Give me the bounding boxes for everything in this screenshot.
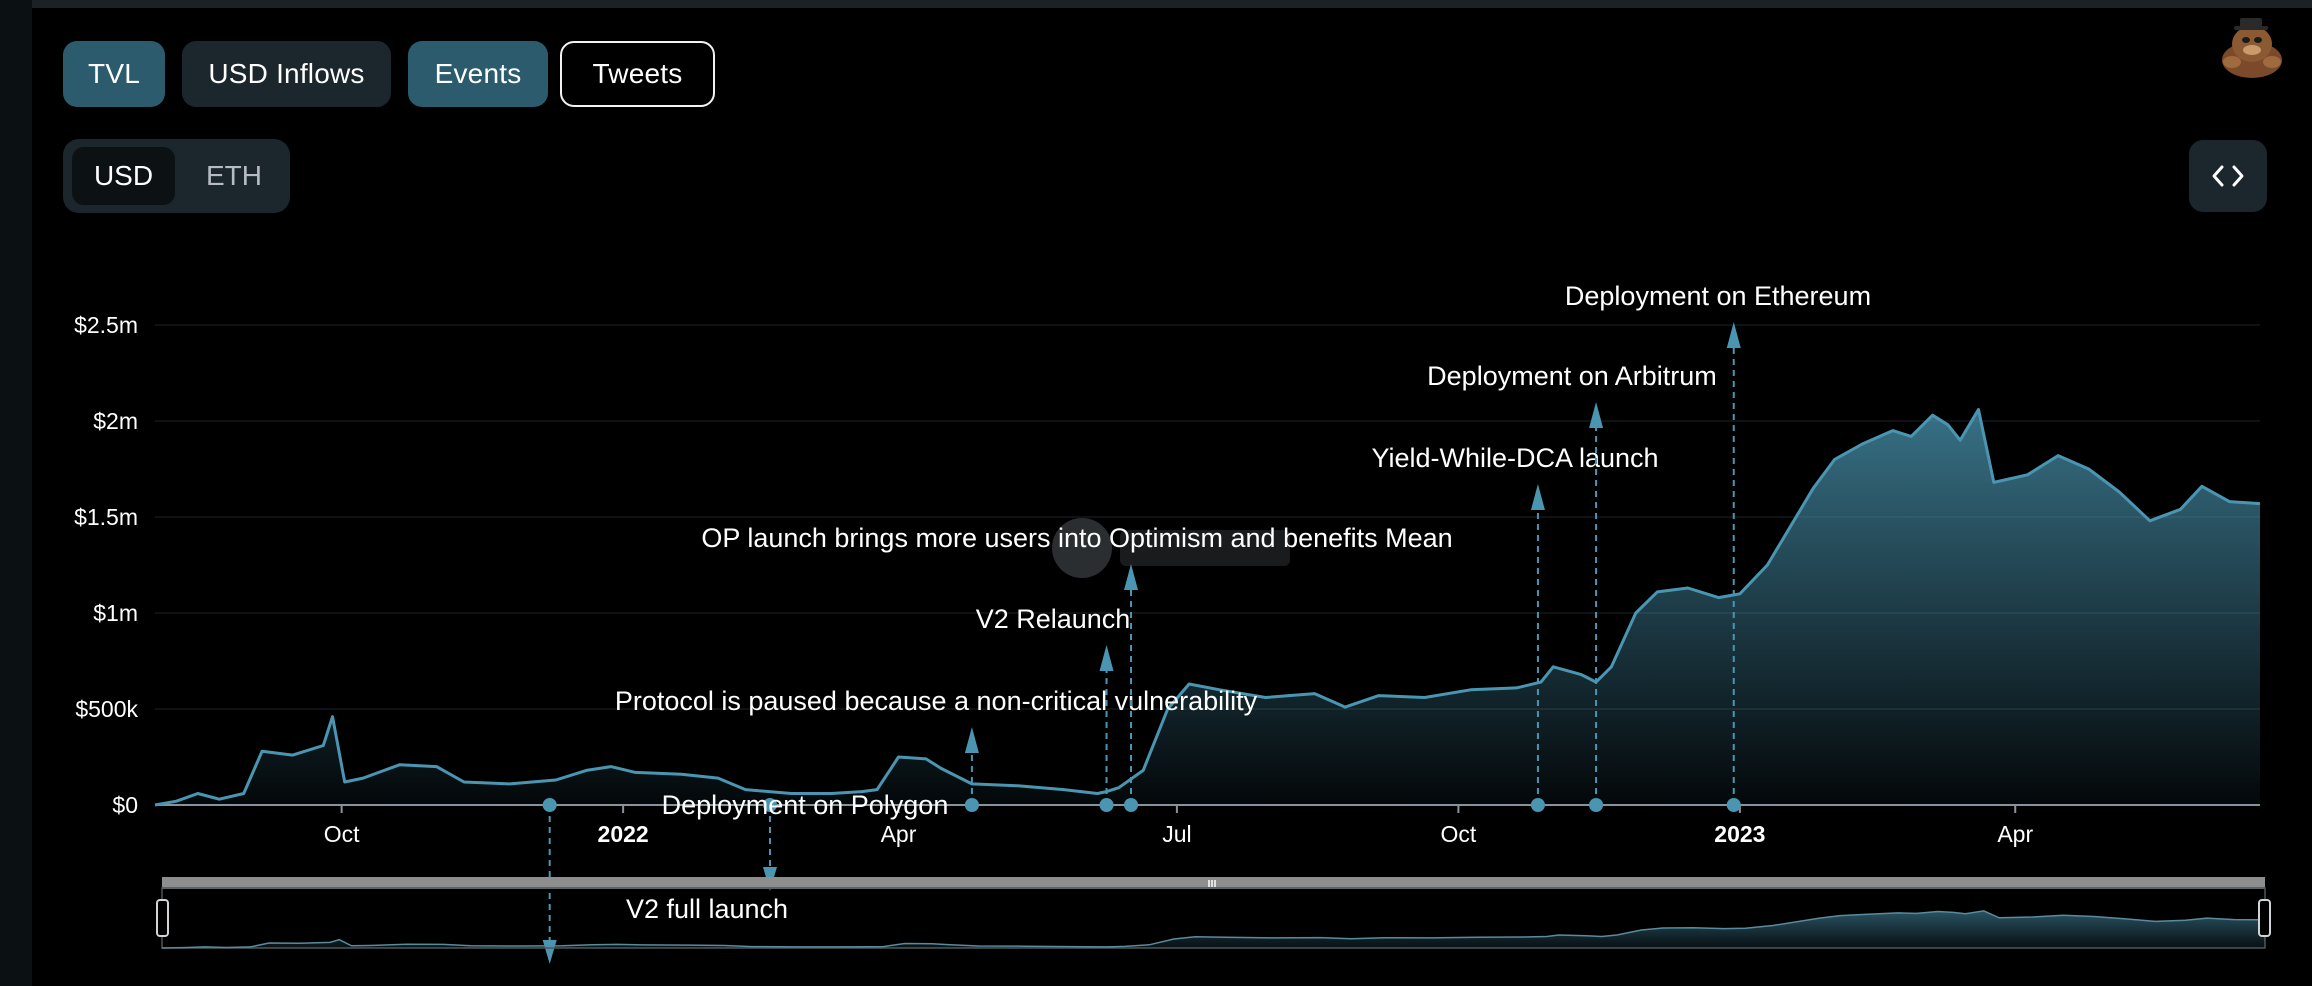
zoom-bar bbox=[162, 877, 2265, 889]
x-tick-label: 2022 bbox=[598, 821, 649, 847]
toggle-usd[interactable]: USD bbox=[72, 147, 175, 205]
toggle-eth[interactable]: ETH bbox=[206, 160, 262, 191]
event-dot bbox=[1124, 798, 1139, 812]
x-tick-label: Jul bbox=[1162, 821, 1191, 847]
event-marker: OP launch brings more users into Optimis… bbox=[701, 523, 1453, 812]
event-label: Deployment on Polygon bbox=[662, 790, 949, 820]
x-tick-label: Oct bbox=[1440, 821, 1476, 847]
y-tick-label: $500k bbox=[75, 696, 138, 722]
tvl-series bbox=[154, 408, 2261, 807]
event-label: Yield-While-DCA launch bbox=[1371, 443, 1658, 473]
event-arrow bbox=[1124, 564, 1139, 590]
event-label: OP launch brings more users into Optimis… bbox=[701, 523, 1452, 553]
event-marker: Deployment on Ethereum bbox=[1565, 281, 1871, 812]
event-dot bbox=[1589, 798, 1604, 812]
llama-mascot-icon bbox=[2222, 18, 2282, 78]
avatar[interactable] bbox=[2216, 6, 2288, 82]
mini-area bbox=[162, 910, 2265, 948]
event-dot bbox=[1099, 798, 1114, 812]
tvl-area bbox=[155, 409, 2260, 805]
event-marker: V2 full launch bbox=[542, 798, 788, 964]
x-axis: Oct 2022 Apr Jul Oct 2023 Apr bbox=[155, 804, 2260, 847]
mini-line bbox=[161, 910, 2266, 949]
tvl-line bbox=[154, 408, 2261, 807]
y-tick-label: $1.5m bbox=[74, 504, 138, 530]
event-marker: Protocol is paused because a non-critica… bbox=[615, 686, 1258, 812]
top-border bbox=[0, 0, 2312, 8]
left-border bbox=[0, 0, 32, 986]
denomination-toggle: USD ETH bbox=[63, 139, 290, 213]
event-dot bbox=[964, 798, 979, 812]
event-dot bbox=[1530, 798, 1545, 812]
tab-tweets[interactable]: Tweets bbox=[560, 41, 715, 107]
event-arrow bbox=[1099, 645, 1114, 671]
code-icon bbox=[2212, 165, 2244, 187]
y-tick-label: $1m bbox=[93, 600, 138, 626]
defillama-watermark bbox=[1052, 518, 1290, 578]
event-arrow bbox=[1589, 402, 1604, 428]
x-tick-label: Apr bbox=[1997, 821, 2033, 847]
event-label: Deployment on Arbitrum bbox=[1427, 361, 1717, 391]
event-label: Deployment on Ethereum bbox=[1565, 281, 1871, 311]
event-arrow bbox=[964, 727, 979, 753]
zoom-handle-left bbox=[156, 899, 169, 937]
y-axis: $0 $500k $1m $1.5m $2m $2.5m bbox=[74, 312, 138, 818]
y-tick-label: $2.5m bbox=[74, 312, 138, 338]
event-label: Protocol is paused because a non-critica… bbox=[615, 686, 1258, 716]
event-label: V2 Relaunch bbox=[976, 604, 1131, 634]
event-annotations: V2 full launch Deployment on Polygon Proto… bbox=[542, 281, 1871, 964]
x-tick-label: Oct bbox=[324, 821, 360, 847]
event-arrow bbox=[1530, 484, 1545, 510]
x-tick-label: Apr bbox=[881, 821, 917, 847]
y-tick-label: $2m bbox=[93, 408, 138, 434]
tab-tvl[interactable]: TVL bbox=[63, 41, 165, 107]
y-tick-label: $0 bbox=[112, 792, 138, 818]
event-dot bbox=[1726, 798, 1741, 812]
tab-events[interactable]: Events bbox=[408, 41, 548, 107]
embed-button[interactable] bbox=[2189, 140, 2267, 212]
x-tick-label: 2023 bbox=[1714, 821, 1765, 847]
tab-usd-inflows[interactable]: USD Inflows bbox=[182, 41, 391, 107]
zoom-handle-right bbox=[2258, 899, 2271, 937]
event-arrow bbox=[542, 940, 557, 964]
event-arrow bbox=[1726, 322, 1741, 348]
event-marker: Yield-While-DCA launch bbox=[1371, 443, 1659, 812]
event-marker: Deployment on Arbitrum bbox=[1427, 361, 1717, 812]
zoom-slider[interactable] bbox=[156, 877, 2271, 949]
event-label: V2 full launch bbox=[626, 894, 788, 924]
event-marker: V2 Relaunch bbox=[976, 604, 1131, 812]
